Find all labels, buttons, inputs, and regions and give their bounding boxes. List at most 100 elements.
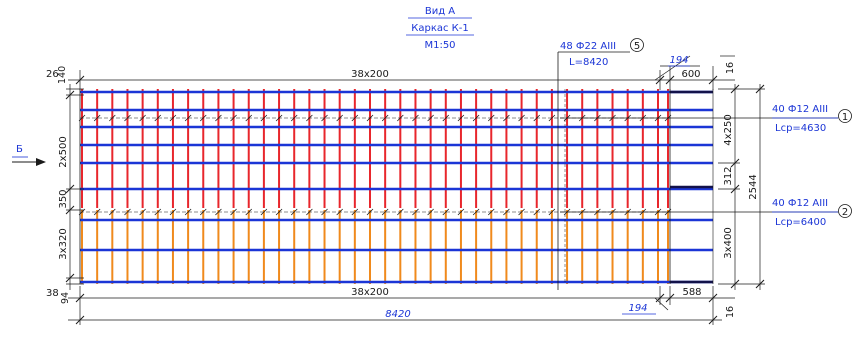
tie-mark (321, 114, 328, 122)
callout-2-spec: 40 Ф12 АIII (772, 198, 828, 209)
view-marker-label: Б (16, 144, 23, 155)
tie-mark (336, 114, 343, 122)
tie-mark (412, 114, 419, 122)
tie-mark (199, 208, 207, 216)
tie-mark (533, 114, 541, 122)
tie-mark (518, 208, 525, 216)
tie-mark (290, 208, 298, 216)
tie-mark (154, 114, 162, 122)
top-right-vertical-label: 16 (725, 62, 736, 74)
tie-mark (366, 208, 374, 216)
tie-mark (548, 208, 556, 216)
bottom-extra-label: 194 (628, 303, 647, 314)
tie-mark (457, 208, 465, 216)
tie-mark (306, 208, 313, 216)
scale-label: М1:50 (424, 40, 455, 51)
bottom-right-vertical-label: 16 (725, 306, 736, 318)
top-dimension: 38x200 600 26 140 194 16 (46, 55, 736, 90)
tie-mark (548, 114, 556, 122)
top-span-label: 38x200 (351, 69, 389, 80)
tie-mark (366, 114, 374, 122)
tie-mark (124, 114, 131, 122)
callout-bar-1: 40 Ф12 АIII Lср=4630 1 (560, 104, 852, 134)
bottom-corner-right-label: 94 (60, 292, 71, 304)
callout-2-number: 2 (842, 207, 848, 218)
callout-2-length: Lср=6400 (775, 217, 826, 228)
tie-mark (533, 208, 541, 216)
callout-5-length: L=8420 (569, 57, 608, 68)
tie-mark (487, 208, 495, 216)
tie-mark (139, 114, 146, 122)
tie-mark (487, 114, 495, 122)
tie-mark (442, 114, 450, 122)
right-upper-label: 4x250 (723, 114, 734, 145)
left-upper-label: 2x500 (58, 136, 69, 167)
tie-mark (260, 208, 268, 216)
tie-mark (381, 208, 389, 216)
tie-mark (321, 208, 328, 216)
callout-5-number: 5 (634, 41, 640, 52)
bottom-overhang-label: 588 (682, 287, 701, 298)
tie-mark (109, 114, 116, 122)
tie-mark (199, 114, 207, 122)
right-total-label: 2544 (748, 174, 759, 199)
tie-mark (397, 208, 404, 216)
tie-mark (139, 208, 146, 216)
tie-mark (427, 114, 434, 122)
tie-mark (245, 114, 253, 122)
right-dimension: 4x250 312 3x400 2544 (718, 84, 765, 290)
bottom-dimension: 38x200 588 38 94 194 16 8420 (46, 286, 736, 325)
tie-mark (306, 114, 313, 122)
callout-1-number: 1 (842, 112, 848, 123)
tie-mark (275, 208, 283, 216)
title-block: Вид А Каркас К-1 М1:50 (406, 6, 474, 51)
tie-mark (518, 114, 525, 122)
callout-bar-2: 40 Ф12 АIII Lср=6400 2 (560, 198, 852, 228)
tie-mark (381, 114, 389, 122)
tie-mark (154, 208, 162, 216)
callout-bar-5: 48 Ф22 АIII L=8420 5 (558, 38, 644, 68)
bottom-span-label: 38x200 (351, 287, 389, 298)
tie-marks (78, 114, 672, 216)
tie-mark (245, 208, 253, 216)
lower-transverse-bars (81, 210, 669, 284)
tie-mark (109, 208, 116, 216)
total-length-label: 8420 (385, 309, 410, 320)
top-corner-right-label: 140 (57, 66, 68, 84)
tie-mark (457, 114, 465, 122)
tie-mark (260, 114, 268, 122)
tie-mark (184, 114, 192, 122)
right-middle-label: 312 (723, 166, 734, 185)
longitudinal-bars (80, 90, 713, 284)
tie-mark (169, 114, 177, 122)
tie-mark (290, 114, 298, 122)
tie-mark (442, 208, 450, 216)
callout-5-spec: 48 Ф22 АIII (560, 41, 616, 52)
tie-mark (230, 208, 237, 216)
tie-mark (124, 208, 131, 216)
tie-mark (184, 208, 192, 216)
left-lower-label: 3x320 (58, 228, 69, 259)
view-title: Вид А (425, 6, 455, 17)
tie-mark (351, 114, 359, 122)
tie-mark (336, 208, 343, 216)
tie-mark (472, 208, 480, 216)
tie-mark (215, 208, 222, 216)
callout-1-spec: 40 Ф12 АIII (772, 104, 828, 115)
view-marker: Б (12, 144, 46, 166)
tie-mark (93, 208, 101, 216)
tie-mark (412, 208, 419, 216)
tie-mark (397, 114, 404, 122)
bottom-corner-left-label: 38 (46, 288, 59, 299)
tie-mark (503, 114, 510, 122)
tie-mark (230, 114, 237, 122)
tie-mark (503, 208, 510, 216)
tie-mark (275, 114, 283, 122)
tie-mark (169, 208, 177, 216)
callout-1-length: Lср=4630 (775, 123, 826, 134)
tie-mark (472, 114, 480, 122)
tie-mark (351, 208, 359, 216)
tie-mark (427, 208, 434, 216)
cage-title: Каркас К-1 (411, 23, 469, 34)
